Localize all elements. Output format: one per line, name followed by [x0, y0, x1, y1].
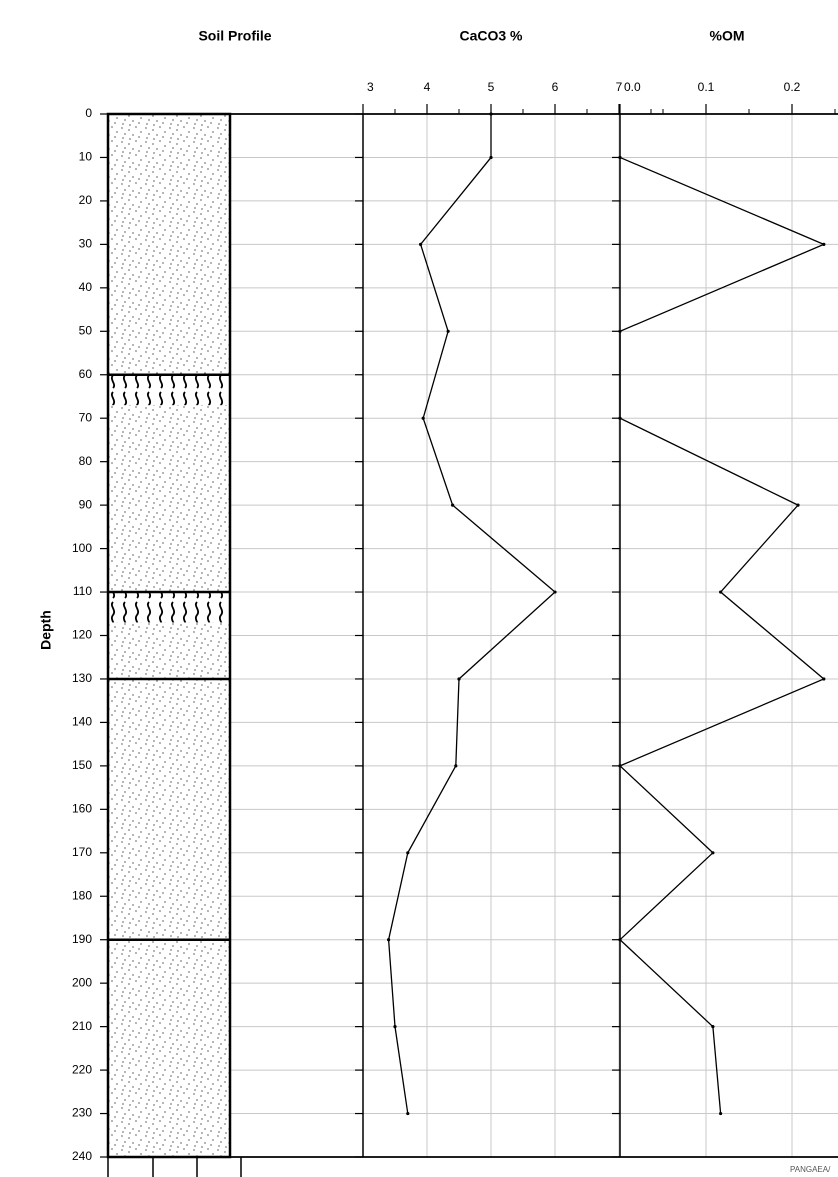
x-tick-label: 6 [552, 80, 559, 94]
data-point [719, 590, 723, 594]
y-tick-label: 180 [72, 888, 92, 902]
data-point [553, 590, 557, 594]
x-tick-label: 0.0 [624, 80, 641, 94]
y-tick-label: 200 [72, 975, 92, 989]
y-tick-label: 120 [72, 628, 92, 642]
data-line [387, 114, 556, 1114]
y-axis-label: Depth [38, 610, 54, 650]
y-tick-label: 90 [79, 497, 93, 511]
x-tick-label: 0.1 [698, 80, 715, 94]
y-tick-label: 160 [72, 802, 92, 816]
data-point [618, 764, 622, 768]
data-point [711, 1025, 715, 1029]
y-tick-label: 80 [79, 454, 93, 468]
y-tick-label: 210 [72, 1019, 92, 1033]
data-point [711, 851, 715, 855]
data-point [618, 329, 622, 333]
y-tick-label: 30 [79, 237, 93, 251]
y-tick-label: 0 [85, 106, 92, 120]
y-tick-label: 230 [72, 1106, 92, 1120]
x-tick-label: 4 [424, 80, 431, 94]
data-point [489, 155, 493, 160]
soil-layer [108, 114, 230, 375]
y-tick-label: 190 [72, 932, 92, 946]
credit: PANGAEA/ [790, 1165, 831, 1174]
panel-title: CaCO3 % [459, 28, 523, 44]
y-tick-label: 130 [72, 671, 92, 685]
x-tick-label: 5 [488, 80, 495, 94]
y-tick-label: 220 [72, 1062, 92, 1076]
data-point [421, 416, 425, 420]
data-point [451, 503, 455, 507]
data-point [419, 242, 423, 246]
y-tick-label: 110 [73, 584, 92, 598]
x-tick-label: 7 [616, 80, 623, 94]
soil-layer [108, 939, 230, 1157]
data-point [446, 329, 450, 333]
y-tick-label: 100 [72, 541, 92, 555]
y-tick-label: 240 [72, 1149, 92, 1163]
y-tick-label: 60 [79, 367, 93, 381]
y-tick-label: 10 [79, 150, 93, 164]
data-point [454, 764, 458, 768]
data-point [618, 938, 622, 942]
data-line [618, 156, 826, 1114]
y-tick-label: 140 [72, 715, 92, 729]
data-point [719, 1111, 723, 1116]
y-tick-label: 150 [72, 758, 92, 772]
data-point [406, 851, 410, 855]
y-tick-label: 40 [79, 280, 93, 294]
x-tick-label: 3 [367, 80, 374, 94]
data-point [796, 503, 800, 507]
data-point [822, 677, 826, 681]
x-tick-label: 0.2 [784, 80, 801, 94]
y-tick-label: 170 [72, 845, 92, 859]
soil-layer [108, 374, 230, 593]
soil-band [109, 374, 229, 406]
data-point [618, 155, 622, 160]
data-point [406, 1111, 410, 1116]
panel-title: %OM [710, 28, 745, 44]
soil-band [109, 592, 229, 623]
y-tick-label: 20 [79, 193, 93, 207]
data-point [457, 677, 461, 681]
data-point [822, 242, 826, 246]
data-point [618, 416, 622, 420]
soil-layer [108, 678, 230, 940]
y-tick-label: 70 [79, 410, 93, 424]
data-point [387, 938, 391, 942]
panel-title: Soil Profile [198, 28, 271, 44]
data-point [393, 1025, 397, 1029]
y-tick-label: 50 [79, 323, 93, 337]
